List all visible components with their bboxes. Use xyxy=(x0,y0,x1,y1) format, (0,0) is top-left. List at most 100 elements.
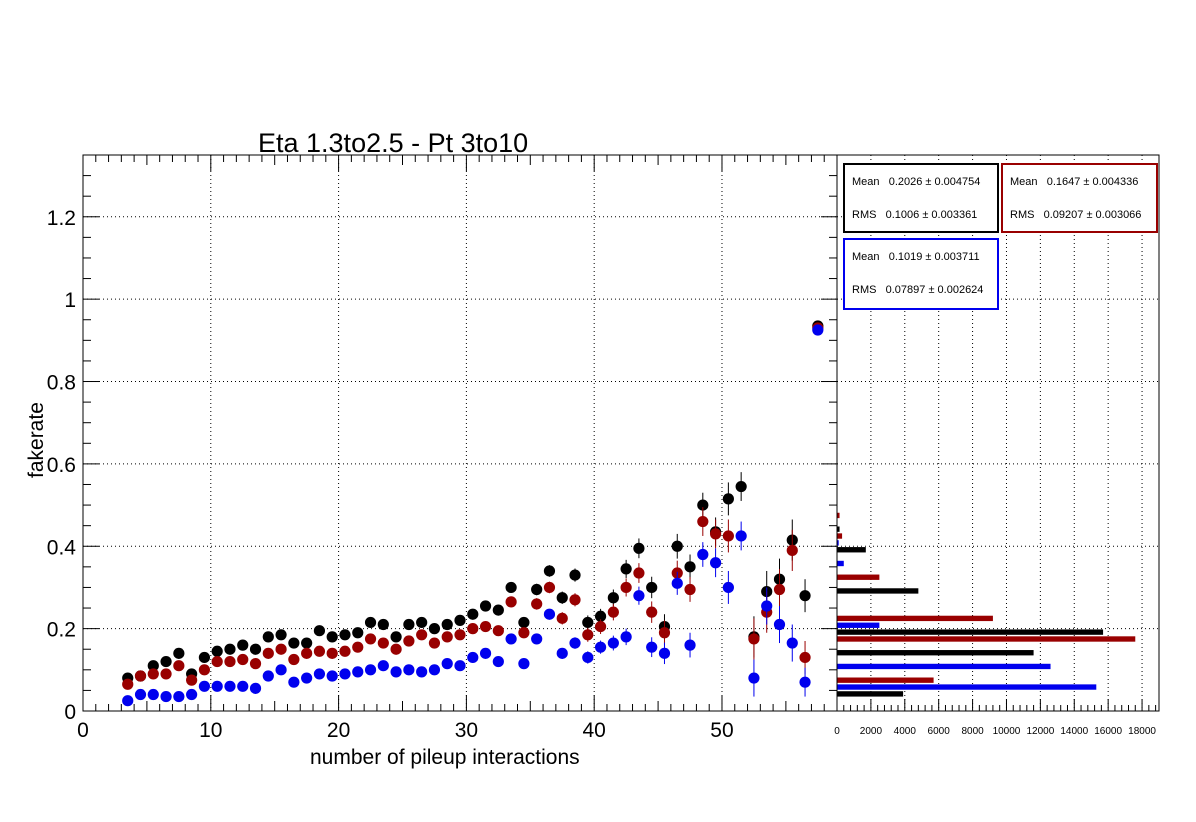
data-point xyxy=(211,645,223,657)
data-point xyxy=(390,643,402,655)
data-point xyxy=(288,637,300,649)
data-point xyxy=(441,658,453,670)
data-point xyxy=(160,668,172,680)
data-point xyxy=(531,598,543,610)
hist-bar xyxy=(837,512,840,519)
data-point xyxy=(147,668,159,680)
hist-bar xyxy=(837,636,1136,642)
data-point xyxy=(799,651,811,664)
y-tick-label: 1.2 xyxy=(47,207,76,230)
data-point xyxy=(620,581,632,594)
data-point xyxy=(403,664,415,676)
hist-bar xyxy=(837,650,1034,656)
data-point xyxy=(313,668,326,680)
data-point xyxy=(531,583,543,596)
data-point xyxy=(339,668,351,680)
data-point xyxy=(364,664,377,676)
stat-mean-label: Mean xyxy=(852,176,880,188)
hist-bar xyxy=(837,677,934,683)
data-point xyxy=(633,542,645,554)
data-point xyxy=(249,682,262,694)
data-point xyxy=(773,583,786,596)
data-point xyxy=(237,639,249,651)
data-point xyxy=(186,688,198,701)
data-point xyxy=(237,680,249,692)
data-point xyxy=(709,557,722,569)
data-point xyxy=(211,655,223,668)
data-point xyxy=(697,548,709,561)
x-tick-label: 40 xyxy=(583,719,606,742)
x-axis-label: number of pileup interactions xyxy=(310,746,580,769)
data-point xyxy=(646,581,658,594)
hist-x-tick-label: 8000 xyxy=(961,726,984,737)
data-point xyxy=(479,647,492,659)
data-point xyxy=(505,581,517,594)
hist-bar xyxy=(837,526,840,532)
data-point xyxy=(607,637,619,649)
data-point xyxy=(735,480,747,493)
y-tick-label: 0.2 xyxy=(47,619,76,642)
data-point xyxy=(582,629,594,641)
stat-mean-value: 0.2026 ± 0.004754 xyxy=(888,176,981,188)
y-tick-label: 0.8 xyxy=(47,372,76,395)
data-point xyxy=(505,633,517,645)
data-point xyxy=(646,606,658,618)
hist-bar xyxy=(837,560,844,567)
stat-rms-label: RMS xyxy=(1010,209,1035,221)
data-point xyxy=(249,643,262,655)
data-point xyxy=(479,600,492,612)
data-point xyxy=(454,629,466,641)
data-point xyxy=(467,651,479,664)
data-point xyxy=(722,493,734,505)
data-point xyxy=(147,660,159,672)
data-point xyxy=(518,658,530,670)
data-point xyxy=(684,561,696,573)
data-point xyxy=(275,629,287,641)
data-point xyxy=(620,631,632,643)
data-point xyxy=(543,608,556,620)
data-point xyxy=(582,651,594,664)
data-point xyxy=(748,672,760,684)
data-point xyxy=(748,633,760,645)
data-point xyxy=(211,680,223,692)
hist-bar xyxy=(837,629,1104,635)
data-point xyxy=(364,633,377,645)
data-point xyxy=(377,618,389,631)
data-point xyxy=(633,590,645,602)
data-point xyxy=(658,627,671,639)
data-point xyxy=(198,664,211,676)
data-point xyxy=(761,600,773,612)
data-point xyxy=(249,658,262,670)
data-point xyxy=(620,563,632,575)
data-point xyxy=(416,629,428,641)
data-point xyxy=(467,608,479,620)
data-point xyxy=(224,680,236,692)
data-point xyxy=(390,666,402,678)
data-point xyxy=(301,647,313,659)
data-point xyxy=(492,655,504,668)
data-point xyxy=(377,637,389,649)
data-point xyxy=(160,655,172,668)
data-point xyxy=(709,528,722,540)
data-point xyxy=(467,623,479,635)
data-point xyxy=(773,618,786,631)
hist-frame xyxy=(836,154,1160,712)
stat-rms-label: RMS xyxy=(852,209,877,221)
data-point xyxy=(799,590,811,602)
hist-x-tick-label: 6000 xyxy=(928,726,951,737)
data-point xyxy=(531,633,543,645)
projection-histogram xyxy=(837,512,1136,697)
data-point xyxy=(594,641,607,653)
hist-x-tick-label: 18000 xyxy=(1128,726,1156,737)
data-point xyxy=(735,530,747,542)
data-point xyxy=(262,647,274,659)
x-tick-label: 20 xyxy=(327,719,350,742)
x-tick-label: 30 xyxy=(455,719,478,742)
data-point xyxy=(556,592,568,604)
data-point xyxy=(352,627,364,639)
data-point xyxy=(198,651,211,664)
data-point xyxy=(569,594,581,606)
data-point xyxy=(275,643,287,655)
data-point xyxy=(697,515,709,528)
data-point xyxy=(812,324,824,336)
